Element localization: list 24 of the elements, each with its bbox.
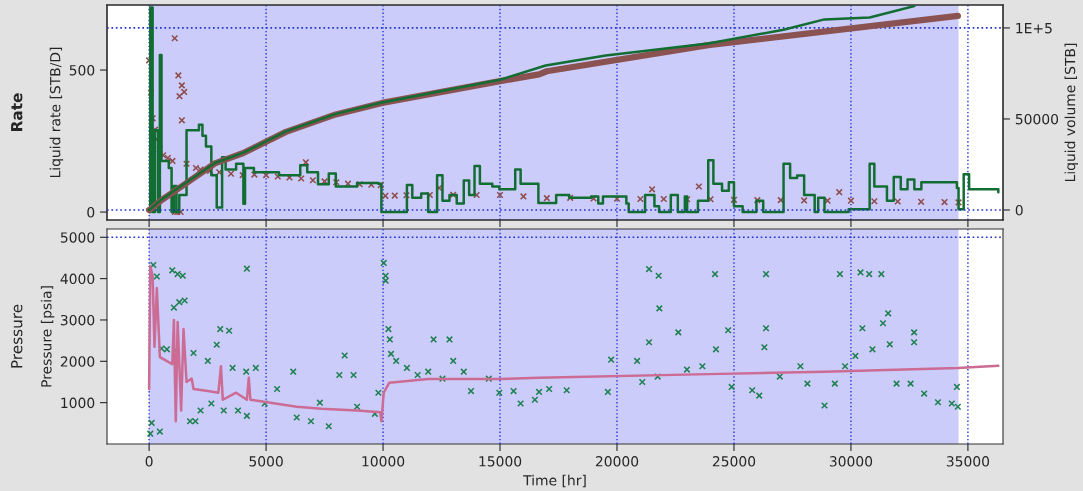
y-axis-title: Pressure [psia] (40, 286, 55, 387)
y-tick-label: 500 (69, 65, 95, 76)
y-tick-label: 5000 (60, 232, 95, 243)
x-tick-label: 25000 (712, 456, 756, 467)
x-tick-label: 35000 (946, 456, 990, 467)
y2-tick-label: 0 (1015, 204, 1023, 216)
y-tick-label: 2000 (60, 356, 95, 367)
x-tick-label: 0 (145, 456, 153, 467)
x-tick-label: 5000 (249, 456, 283, 467)
y-axis-title: Liquid rate [STB/D] (49, 47, 64, 178)
y-tick-label: 4000 (60, 273, 95, 285)
text: Pressure (11, 304, 23, 368)
y2-tick-label: 50000 (1015, 113, 1059, 125)
x-tick-label: 10000 (362, 456, 405, 467)
y2-axis-title: Liquid volume [STB] (1064, 43, 1078, 182)
x-tick-label: 20000 (595, 456, 639, 467)
y2-tick-label: 1E+5 (1016, 23, 1052, 34)
y-tick-label: 0 (87, 207, 95, 218)
y-tick-label: 3000 (60, 314, 95, 326)
x-tick-label: 15000 (479, 456, 522, 467)
x-tick-label: 30000 (829, 456, 873, 467)
y-tick-label: 1000 (61, 397, 95, 409)
x-axis-title: Time [hr] (523, 474, 586, 488)
text: Rate (11, 93, 23, 131)
